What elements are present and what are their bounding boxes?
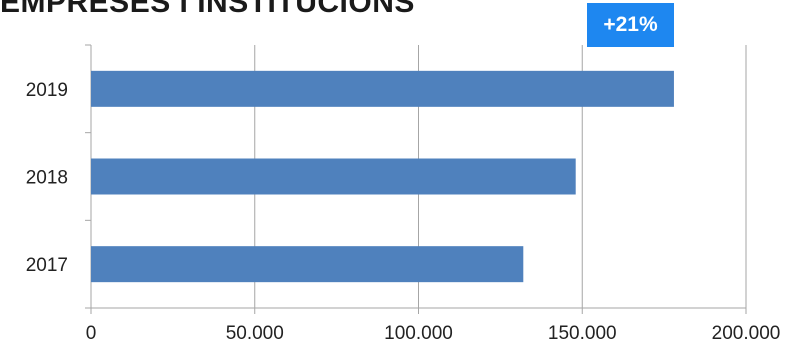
x-tick-label: 100.000 [384,323,453,344]
bar-2017 [91,246,524,283]
x-tick-label: 150.000 [548,323,617,344]
chart-title: EMPRESES I INSTITUCIONS [0,0,415,19]
bar-2018 [91,158,576,195]
y-tick-label: 2017 [26,255,68,276]
x-tick-label: 50.000 [226,323,284,344]
y-tick-label: 2018 [26,168,68,189]
y-tick-label: 2019 [26,80,68,101]
growth-badge: +21% [587,3,674,47]
x-tick-label: 0 [86,323,97,344]
x-tick-label: 200.000 [712,323,781,344]
bar-2019 [91,70,674,107]
